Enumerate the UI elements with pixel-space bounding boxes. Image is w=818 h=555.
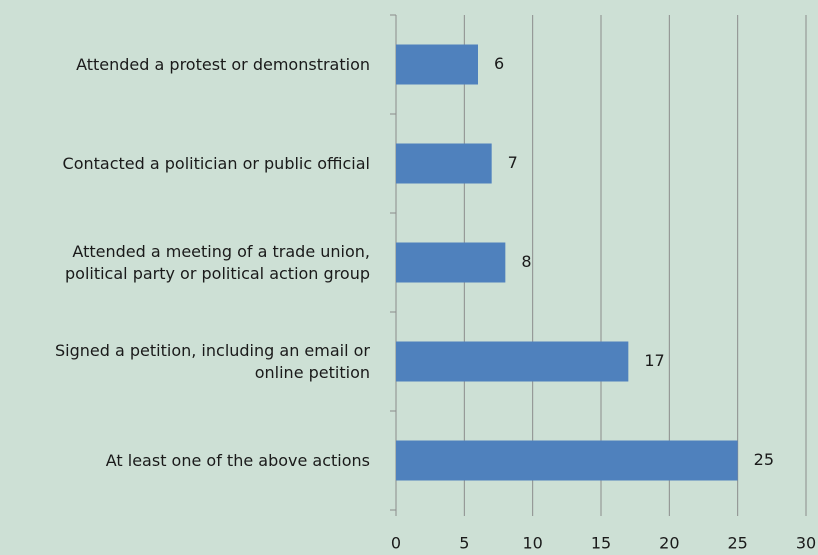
bar [396,143,492,184]
x-tick-label: 5 [459,534,469,553]
value-label: 25 [754,450,774,469]
bar [396,440,738,481]
y-tick-label: Attended a meeting of a trade union, pol… [65,241,370,283]
value-label: 8 [521,252,531,271]
bar [396,242,506,283]
x-tick-label: 15 [591,534,611,553]
y-tick-label: Signed a petition, including an email or… [55,340,370,382]
value-label: 7 [508,153,518,172]
value-label: 6 [494,54,504,73]
y-tick-label: At least one of the above actions [105,450,370,470]
bar [396,341,629,382]
bar [396,44,478,85]
y-tick-label: Contacted a politician or public officia… [62,153,370,173]
x-tick-label: 30 [796,534,816,553]
x-tick-label: 0 [391,534,401,553]
x-tick-label: 20 [659,534,679,553]
x-tick-label: 10 [522,534,542,553]
x-tick-label: 25 [727,534,747,553]
y-tick-label: Attended a protest or demonstration [76,54,370,74]
value-label: 17 [644,351,664,370]
